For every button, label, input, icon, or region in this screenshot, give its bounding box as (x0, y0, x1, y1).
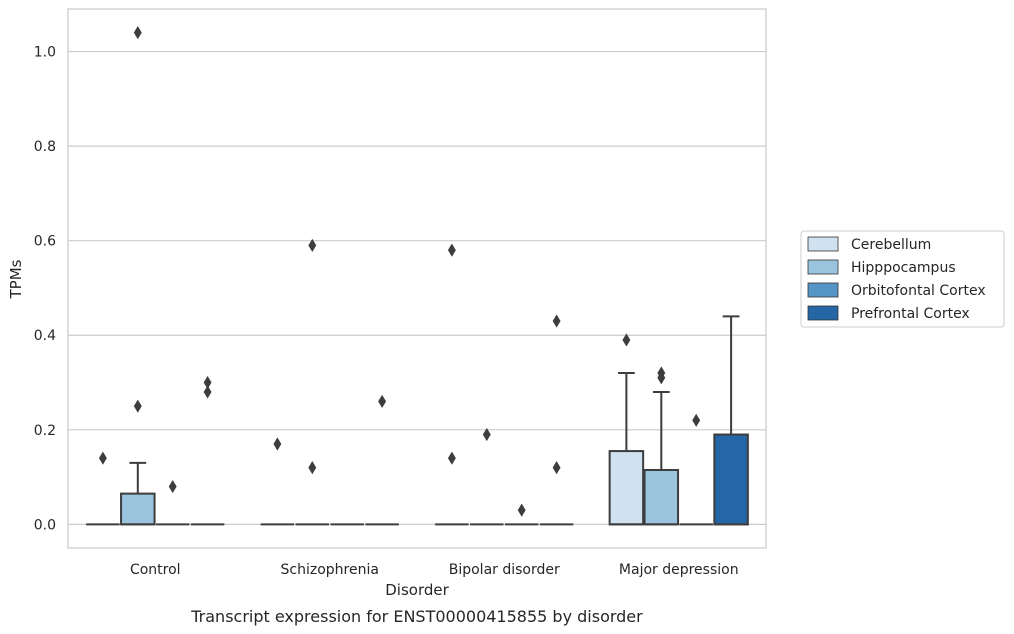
y-tick-label: 0.6 (34, 234, 56, 250)
outlier-point (308, 238, 317, 252)
x-tick-label: Bipolar disorder (449, 562, 560, 578)
box-body (120, 492, 156, 526)
outlier-point (133, 26, 142, 40)
chart-title: Transcript expression for ENST0000041585… (190, 607, 643, 626)
outlier-point (98, 451, 107, 465)
y-tick-label: 0.4 (34, 328, 56, 344)
y-axis-title: TPMs (7, 259, 25, 299)
outlier-point (203, 385, 212, 399)
x-axis-title: Disorder (385, 581, 449, 599)
y-tick-label: 0.0 (34, 517, 56, 533)
legend-swatch (807, 236, 839, 252)
outlier-point (552, 461, 561, 475)
box-body (713, 433, 749, 526)
x-tick-label: Major depression (619, 562, 739, 578)
boxes (86, 315, 749, 526)
outlier-point (133, 399, 142, 413)
outlier-point (482, 427, 491, 442)
legend-swatch (807, 259, 839, 275)
outlier-point (203, 375, 212, 390)
outlier-point (552, 314, 561, 328)
y-axis-ticks: 0.0 0.2 0.4 0.6 0.8 1.0 (34, 45, 56, 534)
y-tick-label: 1.0 (34, 45, 56, 61)
box-cerebellum (608, 372, 645, 526)
legend-label: Cerebellum (851, 237, 931, 253)
outliers (98, 26, 701, 517)
legend: Cerebellum Hipppocampus Orbitofontal Corte… (800, 230, 1005, 328)
box-hipppocampus (120, 461, 156, 526)
outlier-point (308, 461, 317, 475)
outlier-point (378, 394, 387, 409)
outlier-point (447, 243, 456, 257)
outlier-point (517, 503, 526, 517)
legend-label: Orbitofontal Cortex (851, 283, 986, 299)
x-tick-label: Schizophrenia (281, 562, 379, 578)
legend-frame (800, 230, 1005, 328)
box-hipppocampus (643, 390, 680, 526)
legend-swatch (807, 305, 839, 321)
outlier-point (622, 333, 631, 347)
x-tick-label: Control (130, 562, 181, 578)
box-body (643, 468, 680, 526)
outlier-point (168, 479, 177, 494)
outlier-point (692, 413, 701, 427)
y-tick-label: 0.8 (34, 139, 56, 155)
x-axis-ticks: Control Schizophrenia Bipolar disorder Majo… (130, 562, 739, 578)
outlier-point (657, 366, 666, 380)
box-body (608, 450, 645, 526)
outlier-point (447, 451, 456, 465)
legend-label: Prefrontal Cortex (851, 306, 970, 322)
outlier-point (273, 437, 282, 451)
plot-area (67, 8, 767, 549)
box-prefrontal-cortex (713, 315, 749, 526)
y-tick-label: 0.2 (34, 423, 56, 439)
legend-swatch (807, 282, 839, 298)
legend-label: Hipppocampus (851, 260, 956, 276)
